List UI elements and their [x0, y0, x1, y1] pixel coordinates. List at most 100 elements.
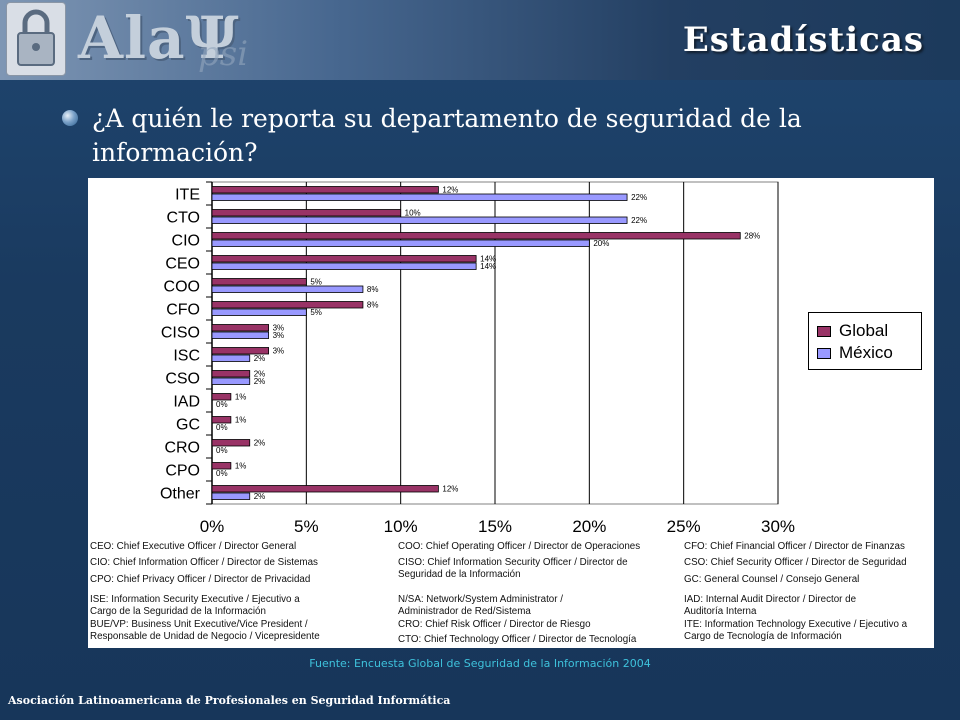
- bar-global: [211, 324, 269, 332]
- source-note: Fuente: Encuesta Global de Seguridad de …: [309, 657, 651, 670]
- bar-global: [211, 232, 741, 240]
- organization-logo: [6, 2, 66, 76]
- x-tick-label: 5%: [294, 517, 319, 536]
- bar-mexico: [211, 239, 590, 247]
- data-label: 1%: [235, 462, 247, 471]
- data-label: 28%: [744, 232, 760, 241]
- bar-global: [211, 416, 232, 424]
- data-label: 14%: [480, 262, 496, 271]
- glossary-entry: BUE/VP: Business Unit Executive/Vice Pre…: [90, 619, 320, 642]
- bar-mexico: [211, 354, 251, 362]
- legend-label-global: Global: [839, 321, 889, 340]
- bar-global: [211, 370, 251, 378]
- data-label: 0%: [216, 446, 228, 455]
- glossary-entry: CIO: Chief Information Officer / Directo…: [90, 557, 318, 568]
- bar-chart: 0% 5% 10% 15% 20% 25% 30% ITE 12% 22% CTO 10% 22% CIO…: [160, 181, 795, 536]
- bar-global: [211, 186, 439, 194]
- category-label: Other: [160, 486, 201, 503]
- data-label: 8%: [367, 301, 379, 310]
- padlock-icon: [17, 9, 55, 66]
- glossary-entry: GC: General Counsel / Consejo General: [684, 574, 860, 585]
- data-label: 2%: [254, 439, 266, 448]
- abbreviation-glossary: CEO: Chief Executive Officer / Director …: [88, 538, 934, 648]
- glossary-entry: N/SA: Network/System Administrator / Adm…: [398, 594, 563, 617]
- data-label: 12%: [442, 485, 458, 494]
- chart-panel: 0% 5% 10% 15% 20% 25% 30% ITE 12% 22% CTO 10% 22% CIO…: [88, 178, 934, 648]
- data-label: 3%: [273, 347, 285, 356]
- data-label: 22%: [631, 216, 647, 225]
- x-tick-label: 25%: [667, 517, 701, 536]
- glossary-entry: COO: Chief Operating Officer / Director …: [398, 541, 641, 552]
- legend-label-mexico: México: [839, 343, 893, 362]
- category-label: CPO: [165, 463, 200, 480]
- category-label: CIO: [172, 233, 200, 250]
- data-label: 2%: [254, 492, 266, 501]
- header-band: [0, 0, 960, 80]
- glossary-entry: ITE: Information Technology Executive / …: [684, 619, 908, 642]
- x-tick-label: 30%: [761, 517, 795, 536]
- data-label: 3%: [273, 331, 285, 340]
- data-label: 0%: [216, 469, 228, 478]
- bar-global: [211, 301, 364, 309]
- glossary-entry: CTO: Chief Technology Officer / Director…: [398, 634, 637, 645]
- x-tick-label: 10%: [384, 517, 418, 536]
- legend-swatch-global: [817, 326, 831, 337]
- logo-suffix: psi: [198, 34, 249, 74]
- globe-bullet-icon: [62, 110, 78, 126]
- bar-mexico: [211, 193, 628, 201]
- category-label: CFO: [166, 302, 200, 319]
- legend-swatch-mexico: [817, 348, 831, 359]
- data-label: 14%: [480, 255, 496, 264]
- bar-global: [211, 209, 402, 217]
- data-label: 0%: [216, 400, 228, 409]
- bar-mexico: [211, 262, 477, 270]
- bar-global: [211, 462, 232, 470]
- category-label: CTO: [167, 210, 200, 227]
- bar-global: [211, 278, 307, 286]
- data-label: 5%: [310, 278, 322, 287]
- logo-wordmark: AlaΨ: [78, 4, 240, 72]
- category-label: CSO: [165, 371, 200, 388]
- glossary-entry: CSO: Chief Security Officer / Director d…: [684, 557, 907, 568]
- glossary-entry: ISE: Information Security Executive / Ej…: [90, 594, 300, 617]
- bar-global: [211, 347, 269, 355]
- data-label: 0%: [216, 423, 228, 432]
- question-text: ¿A quién le reporta su departamento de s…: [92, 104, 802, 167]
- glossary-entry: CEO: Chief Executive Officer / Director …: [90, 541, 297, 552]
- category-label: GC: [176, 417, 200, 434]
- category-label: CEO: [165, 256, 200, 273]
- bar-global: [211, 485, 439, 493]
- data-label: 22%: [631, 193, 647, 202]
- data-label: 5%: [310, 308, 322, 317]
- bar-global: [211, 393, 232, 401]
- category-label: COO: [164, 279, 200, 296]
- data-label: 2%: [254, 377, 266, 386]
- chart-legend: Global México: [808, 312, 922, 370]
- bar-mexico: [211, 377, 251, 385]
- data-label: 8%: [367, 285, 379, 294]
- glossary-entry: CFO: Chief Financial Officer / Director …: [684, 541, 905, 552]
- category-label: IAD: [173, 394, 200, 411]
- data-label: 10%: [405, 209, 421, 218]
- data-label: 3%: [273, 324, 285, 333]
- data-label: 2%: [254, 370, 266, 379]
- category-label: ISC: [173, 348, 200, 365]
- category-label: CISO: [161, 325, 200, 342]
- footer-organization: Asociación Latinoamericana de Profesiona…: [8, 694, 451, 707]
- bar-mexico: [211, 492, 251, 500]
- glossary-entry: CISO: Chief Information Security Officer…: [398, 557, 628, 580]
- glossary-entry: CPO: Chief Privacy Officer / Director de…: [90, 574, 311, 585]
- glossary-entry: CRO: Chief Risk Officer / Director de Ri…: [398, 619, 591, 630]
- data-label: 1%: [235, 416, 247, 425]
- data-label: 12%: [442, 186, 458, 195]
- x-tick-label: 20%: [572, 517, 606, 536]
- category-label: CRO: [164, 440, 200, 457]
- data-label: 1%: [235, 393, 247, 402]
- x-tick-label: 15%: [478, 517, 512, 536]
- bar-mexico: [211, 216, 628, 224]
- bar-mexico: [211, 308, 307, 316]
- bar-mexico: [211, 331, 269, 339]
- bar-global: [211, 439, 251, 447]
- bar-mexico: [211, 285, 364, 293]
- data-label: 2%: [254, 354, 266, 363]
